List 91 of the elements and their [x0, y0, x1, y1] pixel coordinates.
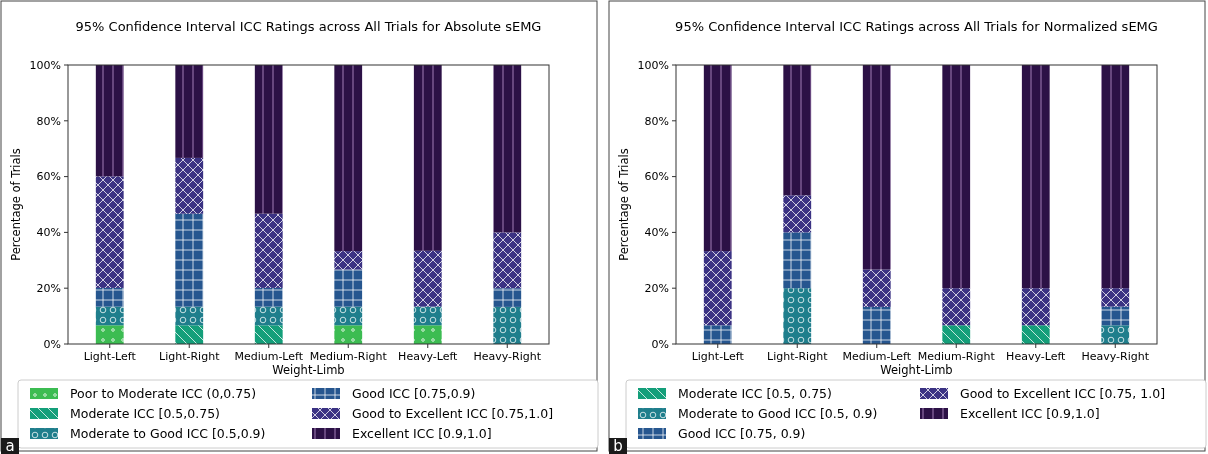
x-tick-label: Medium-Right: [309, 350, 388, 363]
legend-label: Excellent ICC [0.9,1.0]: [960, 406, 1100, 422]
bar: [95, 287, 124, 307]
bar: [942, 325, 971, 344]
text: a: [5, 437, 15, 454]
x-tick-label: Medium-Left: [842, 350, 912, 363]
y-tick-label: 60%: [644, 170, 669, 184]
y-tick-label: 0%: [651, 337, 669, 351]
bar: [783, 232, 812, 289]
x-tick-label: Heavy-Right: [1081, 350, 1150, 363]
bar: [95, 325, 124, 344]
bar: [334, 65, 363, 252]
bar: [413, 250, 442, 307]
x-axis-title: Weight-Limb: [880, 363, 953, 377]
bar: [1021, 325, 1050, 344]
legend-label: Moderate ICC [0.5, 0.75): [678, 386, 832, 402]
bar: [334, 269, 363, 307]
bar: [703, 65, 732, 252]
bar: [334, 306, 363, 326]
x-tick-label: Medium-Right: [917, 350, 996, 363]
y-tick-label: 100%: [29, 58, 61, 72]
legend-label: Good to Excellent ICC [0.75,1.0]: [352, 406, 554, 422]
bar: [334, 251, 363, 270]
bar: [175, 213, 204, 307]
bar: [1101, 65, 1130, 289]
bar: [175, 325, 204, 344]
bar: [493, 306, 522, 344]
y-tick-label: 40%: [644, 226, 669, 240]
y-tick-label: 80%: [644, 114, 669, 128]
x-tick-label: Heavy-Left: [1006, 350, 1067, 363]
x-tick-label: Light-Right: [767, 350, 829, 363]
bar: [493, 65, 522, 233]
bar: [862, 306, 891, 344]
bar: [175, 306, 204, 326]
bar: [95, 65, 124, 177]
y-tick-label: 100%: [637, 58, 669, 72]
bar: [1101, 325, 1130, 344]
y-axis-title: Percentage of Trials: [617, 148, 631, 261]
bar: [175, 157, 204, 214]
legend-label: Moderate to Good ICC [0.5, 0.9): [678, 406, 878, 422]
bar: [783, 195, 812, 233]
y-tick-label: 20%: [36, 282, 61, 296]
x-axis-title: Weight-Limb: [272, 363, 345, 377]
x-tick-label: Light-Left: [83, 350, 137, 363]
bar: [1021, 288, 1050, 326]
y-tick-label: 60%: [36, 170, 61, 184]
bar: [95, 176, 124, 288]
x-tick-label: Light-Left: [691, 350, 745, 363]
bar: [334, 325, 363, 344]
y-tick-label: 80%: [36, 114, 61, 128]
y-axis-title: Percentage of Trials: [9, 148, 23, 261]
chart-title: 95% Confidence Interval ICC Ratings across All Trials for Normalized sEMG: [675, 19, 1158, 34]
bar: [703, 251, 732, 326]
text: b: [613, 437, 623, 454]
bar: [413, 325, 442, 344]
bar: [95, 306, 124, 326]
legend-label: Good ICC [0.75, 0.9): [678, 426, 806, 442]
chart-title: 95% Confidence Interval ICC Ratings across All Trials for Absolute sEMG: [75, 19, 542, 34]
bar: [493, 232, 522, 289]
bar: [413, 65, 442, 251]
bar: [942, 65, 971, 289]
bar: [1021, 65, 1050, 289]
bar: [942, 288, 971, 326]
bar: [862, 65, 891, 270]
bar: [703, 325, 732, 344]
y-tick-label: 40%: [36, 226, 61, 240]
legend-label: Good to Excellent ICC [0.75, 1.0]: [960, 386, 1166, 402]
legend-label: Moderate to Good ICC [0.5,0.9): [70, 426, 266, 442]
bar: [783, 65, 812, 196]
bar: [175, 65, 204, 158]
y-tick-label: 20%: [644, 282, 669, 296]
bar: [1101, 306, 1130, 326]
bar: [1101, 288, 1130, 307]
bar: [254, 65, 283, 214]
bar: [493, 288, 522, 307]
bar: [862, 269, 891, 307]
bar: [254, 213, 283, 288]
legend-label: Poor to Moderate ICC (0,0.75): [70, 386, 257, 402]
bar: [254, 325, 283, 344]
legend-label: Good ICC [0.75,0.9): [352, 386, 476, 402]
bar: [783, 288, 812, 344]
x-tick-label: Heavy-Right: [473, 350, 542, 363]
bar: [254, 306, 283, 326]
bar: [254, 287, 283, 307]
x-tick-label: Heavy-Left: [398, 350, 459, 363]
y-tick-label: 0%: [43, 337, 61, 351]
bar: [413, 306, 442, 326]
x-tick-label: Light-Right: [159, 350, 221, 363]
x-tick-label: Medium-Left: [234, 350, 304, 363]
legend-label: Excellent ICC [0.9,1.0]: [352, 426, 492, 442]
legend-label: Moderate ICC [0.5,0.75): [70, 406, 220, 422]
